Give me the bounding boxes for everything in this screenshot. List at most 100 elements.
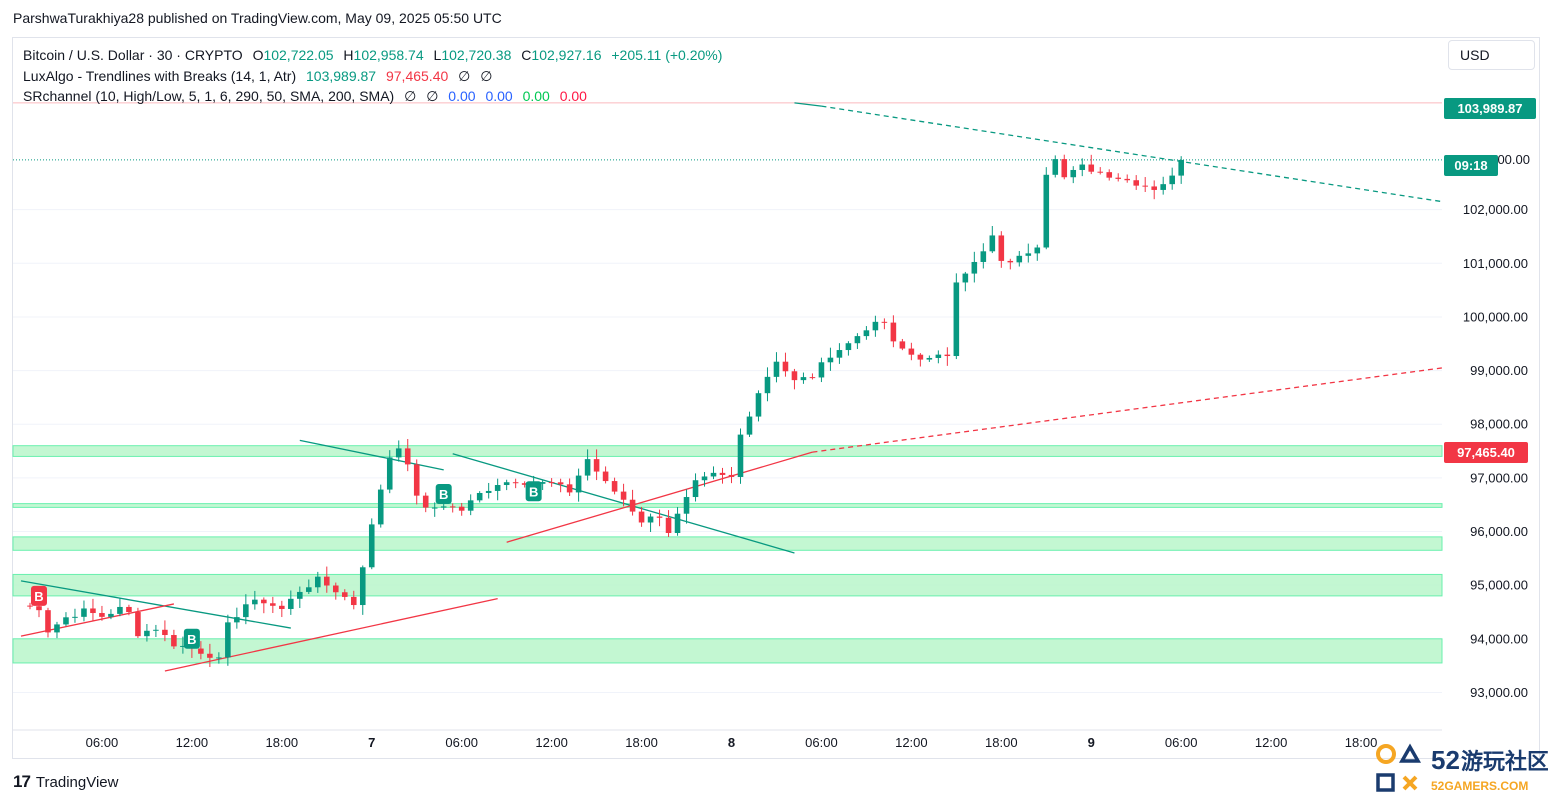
watermark-number: 52 bbox=[1431, 745, 1460, 775]
currency-selector[interactable]: USD bbox=[1448, 40, 1535, 70]
candle bbox=[413, 459, 420, 505]
candle bbox=[503, 479, 510, 491]
candle bbox=[674, 507, 681, 536]
candle bbox=[899, 338, 906, 351]
horizontal-lines bbox=[13, 102, 1442, 161]
legend-open-label: O bbox=[252, 47, 264, 63]
candle bbox=[656, 509, 663, 527]
candle bbox=[45, 607, 51, 638]
watermark-cn: 游玩社区 bbox=[1461, 749, 1548, 774]
candle bbox=[800, 372, 807, 384]
indicator1-value-3: ∅ bbox=[458, 67, 471, 84]
candle bbox=[1070, 166, 1077, 184]
indicator1-value-4: ∅ bbox=[480, 67, 493, 84]
break-labels: B B B B bbox=[30, 481, 542, 649]
candle bbox=[494, 478, 501, 501]
price-axis: 93,000.00 94,000.00 95,000.00 96,000.00 97,0… bbox=[1463, 202, 1528, 700]
indicator1-value-upper: 103,989.87 bbox=[306, 67, 377, 84]
y-tick-label: 95,000.00 bbox=[1470, 578, 1528, 593]
candle bbox=[171, 629, 177, 650]
svg-text:09:18: 09:18 bbox=[1454, 158, 1487, 173]
watermark-triangle-icon bbox=[1398, 743, 1422, 763]
candle bbox=[935, 350, 942, 364]
candle bbox=[719, 467, 726, 484]
candle bbox=[368, 518, 375, 570]
y-tick-label: 94,000.00 bbox=[1470, 631, 1528, 646]
candle bbox=[216, 652, 222, 664]
sr-zone bbox=[12, 573, 1443, 597]
candle bbox=[782, 352, 789, 377]
chart-legend: Bitcoin / U.S. Dollar · 30 · CRYPTO O102… bbox=[23, 45, 728, 107]
y-tick-label: 100,000.00 bbox=[1463, 309, 1528, 324]
candle bbox=[99, 605, 105, 621]
candle bbox=[467, 494, 474, 516]
x-tick-label: 06:00 bbox=[805, 735, 838, 750]
break-label-text: B bbox=[529, 484, 538, 499]
candle bbox=[1016, 251, 1023, 267]
candle bbox=[665, 510, 672, 537]
indicator2-title: SRchannel (10, High/Low, 5, 1, 6, 290, 5… bbox=[23, 88, 395, 104]
svg-text:00.00: 00.00 bbox=[1497, 152, 1530, 167]
chart-frame bbox=[12, 37, 1540, 759]
break-label-bull: B bbox=[525, 481, 542, 502]
legend-change: +205.11 (+0.20%) bbox=[611, 47, 723, 63]
candle bbox=[162, 620, 168, 642]
candle bbox=[153, 624, 159, 638]
candle bbox=[243, 594, 249, 625]
candle bbox=[1088, 154, 1095, 175]
candle bbox=[737, 428, 744, 484]
candle bbox=[944, 347, 951, 366]
candle bbox=[764, 367, 771, 402]
candle bbox=[332, 582, 339, 600]
candle bbox=[917, 353, 924, 367]
y-tick-label: 96,000.00 bbox=[1470, 524, 1528, 539]
y-tick-label: 101,000.00 bbox=[1463, 256, 1528, 271]
sr-zone bbox=[12, 445, 1443, 457]
price-badges: 103,989.87 00.00 09:18 97,465.40 bbox=[1444, 98, 1536, 463]
x-tick-label: 18:00 bbox=[266, 735, 299, 750]
legend-indicator-srchannel[interactable]: SRchannel (10, High/Low, 5, 1, 6, 290, 5… bbox=[23, 86, 728, 107]
watermark-site: 52GAMERS.COM bbox=[1431, 779, 1528, 793]
candle bbox=[198, 641, 204, 660]
x-tick-label: 18:00 bbox=[1345, 735, 1378, 750]
indicator2-value-1: ∅ bbox=[404, 88, 417, 104]
candle bbox=[1124, 174, 1131, 183]
candle bbox=[36, 604, 42, 618]
candle bbox=[863, 326, 870, 340]
candle bbox=[306, 579, 312, 594]
byline: ParshwaTurakhiya28 published on TradingV… bbox=[13, 10, 502, 26]
candle bbox=[1007, 258, 1014, 270]
candle bbox=[126, 604, 132, 616]
sr-zone bbox=[12, 638, 1443, 664]
countdown-badge: 00.00 09:18 bbox=[1444, 152, 1530, 176]
candle bbox=[315, 571, 321, 593]
legend-high-label: H bbox=[343, 47, 354, 63]
x-tick-label: 8 bbox=[728, 735, 735, 750]
candle bbox=[818, 357, 825, 383]
candle bbox=[1097, 167, 1104, 175]
svg-text:97,465.40: 97,465.40 bbox=[1457, 445, 1515, 460]
candles bbox=[27, 154, 1184, 668]
candle bbox=[1106, 169, 1113, 181]
svg-text:103,989.87: 103,989.87 bbox=[1457, 101, 1522, 116]
candle bbox=[90, 598, 96, 621]
legend-high: 102,958.74 bbox=[353, 47, 424, 63]
x-tick-label: 06:00 bbox=[86, 735, 119, 750]
candle bbox=[566, 478, 573, 496]
candle bbox=[63, 612, 69, 627]
x-tick-label: 12:00 bbox=[895, 735, 928, 750]
x-tick-label: 06:00 bbox=[445, 735, 478, 750]
tradingview-brand[interactable]: 17 TradingView bbox=[13, 772, 118, 792]
indicator2-value-6: 0.00 bbox=[559, 88, 587, 104]
indicator2-value-5: 0.00 bbox=[522, 88, 550, 104]
candle bbox=[207, 643, 213, 668]
lower-trendline-badge: 97,465.40 bbox=[1444, 442, 1528, 463]
candle bbox=[989, 225, 996, 254]
legend-indicator-luxalgo[interactable]: LuxAlgo - Trendlines with Breaks (14, 1,… bbox=[23, 66, 728, 87]
candle bbox=[908, 342, 915, 361]
candle bbox=[108, 609, 114, 620]
legend-symbol-row[interactable]: Bitcoin / U.S. Dollar · 30 · CRYPTO O102… bbox=[23, 45, 728, 66]
candle bbox=[755, 390, 762, 422]
legend-low: 102,720.38 bbox=[441, 47, 512, 63]
